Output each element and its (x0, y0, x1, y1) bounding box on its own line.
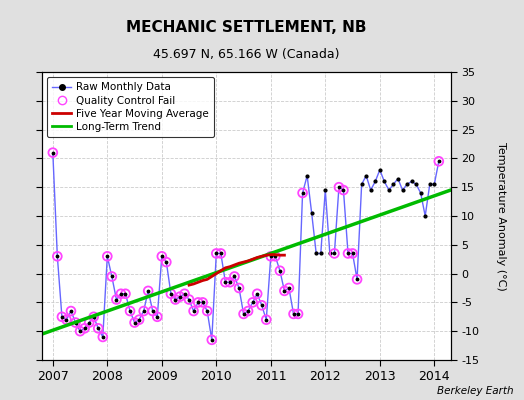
Point (58, 314, 66, 320)
Point (80, 325, 89, 332)
Point (339, 187, 347, 193)
Point (90, 314, 98, 320)
Point (53, 253, 61, 260)
Point (239, 311, 248, 317)
Point (248, 299, 257, 306)
Point (330, 250, 339, 257)
Text: 45.697 N, 65.166 W (Canada): 45.697 N, 65.166 W (Canada) (153, 48, 340, 61)
Point (176, 294, 184, 300)
Point (230, 273, 238, 280)
Point (235, 285, 243, 291)
Point (276, 268, 284, 274)
Point (253, 290, 261, 297)
Point (335, 184, 343, 190)
Point (67, 308, 75, 314)
Point (244, 308, 252, 314)
Point (262, 316, 270, 323)
Point (344, 250, 352, 257)
Point (285, 285, 293, 291)
Point (267, 253, 275, 260)
Point (162, 259, 170, 265)
Point (208, 337, 216, 343)
Point (203, 308, 211, 314)
Point (112, 296, 121, 303)
Point (199, 299, 207, 306)
Point (185, 296, 193, 303)
Point (107, 273, 116, 280)
Point (353, 276, 361, 282)
Point (298, 190, 307, 196)
Point (194, 299, 202, 306)
Point (226, 279, 234, 286)
Point (280, 288, 289, 294)
Point (212, 250, 221, 257)
Point (221, 279, 230, 286)
Point (71, 319, 80, 326)
Legend: Raw Monthly Data, Quality Control Fail, Five Year Moving Average, Long-Term Tren: Raw Monthly Data, Quality Control Fail, … (47, 77, 214, 137)
Point (130, 319, 139, 326)
Point (171, 296, 180, 303)
Y-axis label: Temperature Anomaly (°C): Temperature Anomaly (°C) (496, 142, 506, 290)
Point (158, 253, 166, 260)
Point (148, 308, 157, 314)
Text: Berkeley Earth: Berkeley Earth (437, 386, 514, 396)
Point (76, 328, 84, 334)
Point (85, 319, 93, 326)
Point (434, 158, 443, 164)
Point (289, 311, 298, 317)
Point (126, 308, 134, 314)
Point (271, 253, 279, 260)
Point (49, 150, 57, 156)
Point (348, 250, 357, 257)
Point (117, 290, 125, 297)
Point (216, 250, 225, 257)
Point (167, 290, 175, 297)
Point (103, 253, 112, 260)
Point (139, 308, 148, 314)
Point (180, 290, 189, 297)
Point (94, 325, 102, 332)
Point (189, 308, 198, 314)
Point (153, 314, 161, 320)
Text: MECHANIC SETTLEMENT, NB: MECHANIC SETTLEMENT, NB (126, 20, 366, 35)
Point (62, 316, 71, 323)
Point (144, 288, 152, 294)
Point (135, 316, 143, 323)
Point (257, 302, 266, 308)
Point (121, 290, 129, 297)
Point (99, 334, 107, 340)
Point (294, 311, 302, 317)
